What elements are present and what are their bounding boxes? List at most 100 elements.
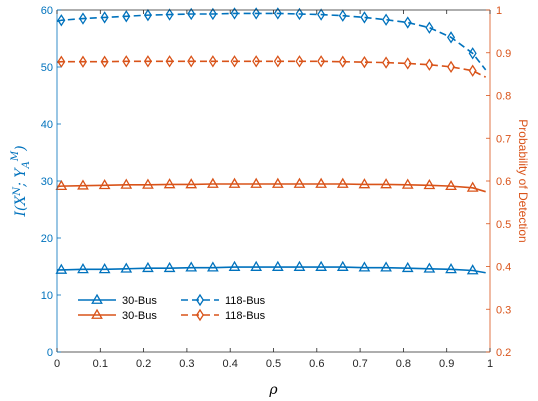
y-right-tick-label: 0.7 xyxy=(496,133,511,145)
legend-marker xyxy=(91,308,103,319)
data-point xyxy=(380,261,392,272)
data-point xyxy=(466,181,479,192)
legend-label: 30-Bus xyxy=(122,310,157,322)
data-point xyxy=(252,55,261,68)
x-tick-label: 0.7 xyxy=(352,358,367,370)
legend-marker xyxy=(195,308,205,322)
data-point xyxy=(78,55,88,68)
series-0 xyxy=(55,260,486,275)
data-point xyxy=(358,261,371,272)
data-point xyxy=(228,177,241,188)
data-point xyxy=(468,47,477,60)
data-point xyxy=(163,178,176,189)
y-axis-right-label: Probability of Detection xyxy=(516,119,530,242)
data-point xyxy=(358,178,371,189)
y-left-tick-label: 40 xyxy=(41,119,53,131)
data-point xyxy=(338,9,347,22)
y-left-tick-label: 30 xyxy=(41,176,53,188)
data-point xyxy=(230,7,239,20)
data-point xyxy=(163,261,176,273)
data-point xyxy=(143,55,152,68)
legend-marker xyxy=(91,293,103,304)
data-point xyxy=(447,60,456,74)
legend-entry: 118-Bus xyxy=(181,308,266,322)
y-right-tick-label: 0.9 xyxy=(496,48,511,60)
data-point xyxy=(122,10,131,23)
data-point xyxy=(293,177,306,188)
y-right-tick-label: 0.8 xyxy=(496,91,511,103)
y-right-tick-label: 0.5 xyxy=(496,219,511,231)
axes-layer: 0 0.1 0.2 0.3 0.4 0.5 0.6 0.7 0.8 0.9 101020304050… xyxy=(41,5,512,370)
x-tick-label: 0 xyxy=(54,358,60,370)
x-tick-label: 0.8 xyxy=(396,358,411,370)
x-tick-label: 0.5 xyxy=(266,358,281,370)
data-point xyxy=(468,64,477,77)
x-axis-label: ρ xyxy=(268,382,278,398)
data-point xyxy=(336,177,349,188)
data-point xyxy=(207,177,219,188)
data-point xyxy=(315,177,328,188)
data-point xyxy=(122,55,131,68)
data-point xyxy=(271,177,284,188)
y-right-tick-label: 0.6 xyxy=(496,176,511,188)
y-right-tick-label: 0.4 xyxy=(496,262,511,274)
data-point xyxy=(382,13,391,26)
data-point xyxy=(252,7,261,20)
data-point xyxy=(98,263,111,274)
data-point xyxy=(403,16,412,29)
legend-entry: 118-Bus xyxy=(181,293,266,307)
series-line xyxy=(56,60,487,78)
series-line xyxy=(56,183,486,193)
data-point xyxy=(380,178,392,189)
x-tick-label: 0.6 xyxy=(309,358,324,370)
data-point xyxy=(120,178,133,189)
data-point xyxy=(208,55,217,68)
legend-label: 30-Bus xyxy=(122,295,157,307)
data-point xyxy=(187,55,196,68)
data-point xyxy=(317,55,326,68)
data-point xyxy=(55,263,68,274)
data-point xyxy=(382,56,391,69)
plot-area xyxy=(57,10,490,352)
data-point xyxy=(360,11,369,24)
data-point xyxy=(77,263,89,274)
data-point xyxy=(293,260,306,271)
data-point xyxy=(317,8,326,21)
data-point xyxy=(165,55,174,68)
data-point xyxy=(401,261,414,273)
y-left-tick-label: 20 xyxy=(41,233,53,245)
y-right-tick-label: 0.3 xyxy=(496,304,511,316)
series-1 xyxy=(56,7,487,71)
data-point xyxy=(336,260,349,271)
data-point xyxy=(447,31,456,44)
series-layer xyxy=(55,7,487,275)
data-point xyxy=(208,7,217,21)
data-point xyxy=(57,14,66,27)
series-3 xyxy=(56,55,487,78)
data-point xyxy=(185,261,198,272)
data-point xyxy=(120,262,133,273)
data-point xyxy=(100,11,109,24)
data-point xyxy=(271,260,284,271)
y-left-tick-label: 50 xyxy=(41,62,53,74)
data-point xyxy=(425,21,434,34)
data-point xyxy=(295,7,304,21)
data-point xyxy=(425,58,434,71)
data-point xyxy=(55,179,68,191)
data-point xyxy=(466,264,479,275)
series-line xyxy=(56,12,487,71)
data-point xyxy=(401,178,414,189)
y-right-tick-label: 0.2 xyxy=(496,347,511,359)
data-point xyxy=(78,12,88,25)
x-tick-label: 0.9 xyxy=(439,358,454,370)
x-tick-label: 1 xyxy=(487,358,493,370)
x-tick-label: 0.2 xyxy=(136,358,151,370)
y-left-tick-label: 0 xyxy=(47,347,53,359)
data-point xyxy=(228,260,241,271)
data-point xyxy=(273,7,282,20)
data-point xyxy=(185,178,198,189)
data-point xyxy=(445,263,457,274)
data-point xyxy=(98,178,111,190)
y-left-tick-label: 10 xyxy=(41,290,53,302)
data-point xyxy=(250,260,263,271)
